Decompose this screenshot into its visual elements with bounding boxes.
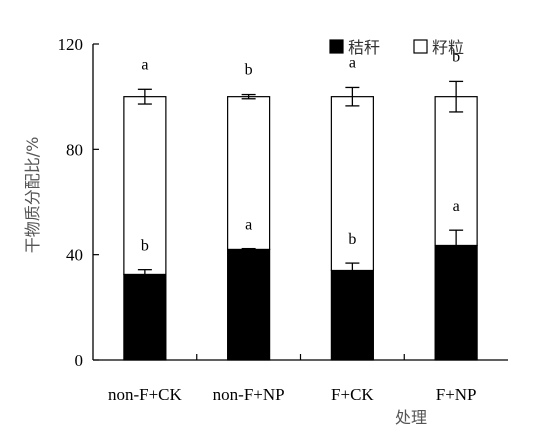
significance-letter-grain: b <box>245 62 253 79</box>
legend-label: 秸秆 <box>348 38 380 57</box>
significance-letter-straw: a <box>245 217 252 234</box>
y-axis-title: 干物质分配比/% <box>23 137 42 254</box>
bar-straw <box>330 269 374 361</box>
bar-grain <box>123 96 167 276</box>
significance-letter-grain: a <box>349 54 356 71</box>
y-tick-label: 0 <box>75 351 84 370</box>
bar-grain <box>434 96 478 247</box>
bar-straw <box>434 244 478 361</box>
x-tick-label: non-F+NP <box>213 385 285 404</box>
y-tick-label: 80 <box>66 140 83 159</box>
significance-letter-straw: b <box>141 238 149 255</box>
bar-straw <box>123 273 167 361</box>
x-tick-label: non-F+CK <box>108 385 183 404</box>
plot-area: 0 40 80 120 non-F+CK non-F+NP F+CK F+NP b a a b b a a b <box>58 35 508 404</box>
y-tick-label: 40 <box>66 246 83 265</box>
significance-letter-grain: b <box>452 48 460 65</box>
legend-swatch <box>329 39 344 54</box>
legend: 秸秆 籽粒 <box>329 38 464 57</box>
x-tick-label: F+NP <box>436 385 477 404</box>
significance-letter-grain: a <box>141 56 148 73</box>
bar-grain <box>227 96 271 251</box>
significance-letter-straw: a <box>453 198 460 215</box>
significance-letter-straw: b <box>348 231 356 248</box>
bar-straw <box>227 248 271 361</box>
legend-label: 籽粒 <box>432 38 464 57</box>
x-tick-label: F+CK <box>331 385 374 404</box>
y-tick-label: 120 <box>58 35 84 54</box>
legend-swatch <box>413 39 428 54</box>
x-axis-title: 处理 <box>395 408 427 427</box>
